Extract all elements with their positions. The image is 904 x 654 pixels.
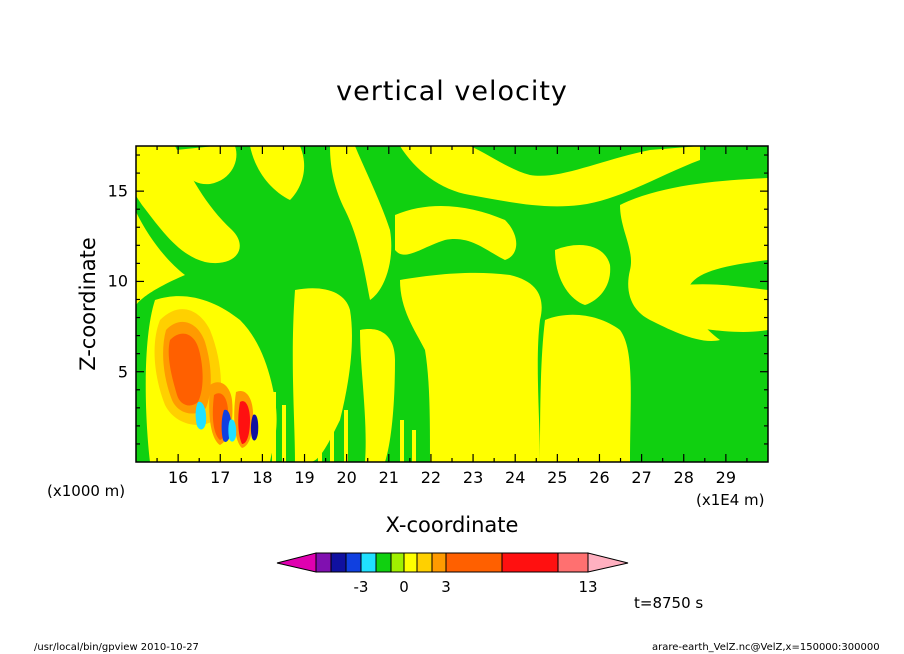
x-tick-label: 22 <box>420 468 442 487</box>
y-tick-label: 5 <box>117 362 128 382</box>
x-axis-label: X-coordinate <box>385 513 519 537</box>
footer-right: arare-earth_VelZ.nc@VelZ,x=150000:300000 <box>652 642 880 653</box>
colorbar-cells <box>315 552 589 573</box>
contour-yellow-band <box>136 212 185 305</box>
contour-yellow-band <box>540 314 631 462</box>
x-tick-label: 29 <box>715 468 737 487</box>
x-unit-right: (x1E4 m) <box>696 491 765 509</box>
contour-downdraft <box>195 401 207 430</box>
colorbar-right-arrow <box>587 552 629 573</box>
contour-yellow-band <box>250 146 305 200</box>
contour-yellow-band <box>330 146 392 300</box>
contour-yellow-band <box>620 178 768 341</box>
contour-yellow-band <box>395 205 517 260</box>
colorbar-cell <box>501 552 559 573</box>
time-label: t=8750 s <box>634 594 704 612</box>
x-tick-label: 20 <box>336 468 357 487</box>
x-tick-label: 17 <box>210 468 231 487</box>
colorbar-cell <box>330 552 347 573</box>
colorbar-cell <box>416 552 433 573</box>
colorbar-cell <box>375 552 392 573</box>
contour-downdraft <box>228 419 237 442</box>
contour-yellow-band <box>400 146 700 207</box>
colorbar-cell <box>345 552 362 573</box>
x-tick-label: 28 <box>673 468 694 487</box>
footer-left: /usr/local/bin/gpview 2010-10-27 <box>34 642 199 653</box>
colorbar-label: -3 <box>353 578 369 596</box>
y-tick-label: 15 <box>107 181 128 201</box>
contour-field <box>136 146 768 462</box>
colorbar-cell <box>403 552 418 573</box>
x-tick-label: 26 <box>589 468 610 487</box>
colorbar-cell <box>360 552 377 573</box>
contour-yellow-band <box>660 284 768 332</box>
contour-ripples <box>262 380 416 462</box>
x-tick-label: 25 <box>547 468 568 487</box>
contour-yellow-band <box>176 146 237 185</box>
colorbar-cell <box>445 552 503 573</box>
colorbar-label: 0 <box>399 578 409 596</box>
colorbar-label: 13 <box>578 578 598 596</box>
tick-marks <box>136 146 768 462</box>
contour-yellow-band <box>136 146 240 264</box>
contour-downdraft <box>250 414 259 441</box>
contour-dark-orange <box>168 333 203 406</box>
colorbar-cell <box>431 552 447 573</box>
colorbar <box>276 552 629 573</box>
colorbar-cell <box>557 552 589 573</box>
colorbar-cell <box>315 552 332 573</box>
colorbar-label: 3 <box>441 578 451 596</box>
y-tick-label: 10 <box>107 271 128 291</box>
contour-yellow-band <box>555 245 611 305</box>
contour-yellow-band <box>400 272 542 462</box>
colorbar-left-arrow <box>276 552 317 573</box>
contour-yellow-band <box>292 288 352 462</box>
x-tick-label: 21 <box>378 468 399 487</box>
chart-title: vertical velocity <box>336 76 568 107</box>
x-tick-label: 23 <box>462 468 484 487</box>
x-tick-label: 18 <box>252 468 273 487</box>
colorbar-cell <box>390 552 405 573</box>
x-unit-left: (x1000 m) <box>47 482 126 500</box>
x-tick-label: 24 <box>505 468 526 487</box>
x-tick-label: 16 <box>167 468 189 487</box>
y-axis-label: Z-coordinate <box>76 237 100 371</box>
contour-red <box>238 401 250 444</box>
x-tick-label: 19 <box>294 468 315 487</box>
x-tick-label: 27 <box>631 468 652 487</box>
contour-yellow-band <box>360 329 395 462</box>
